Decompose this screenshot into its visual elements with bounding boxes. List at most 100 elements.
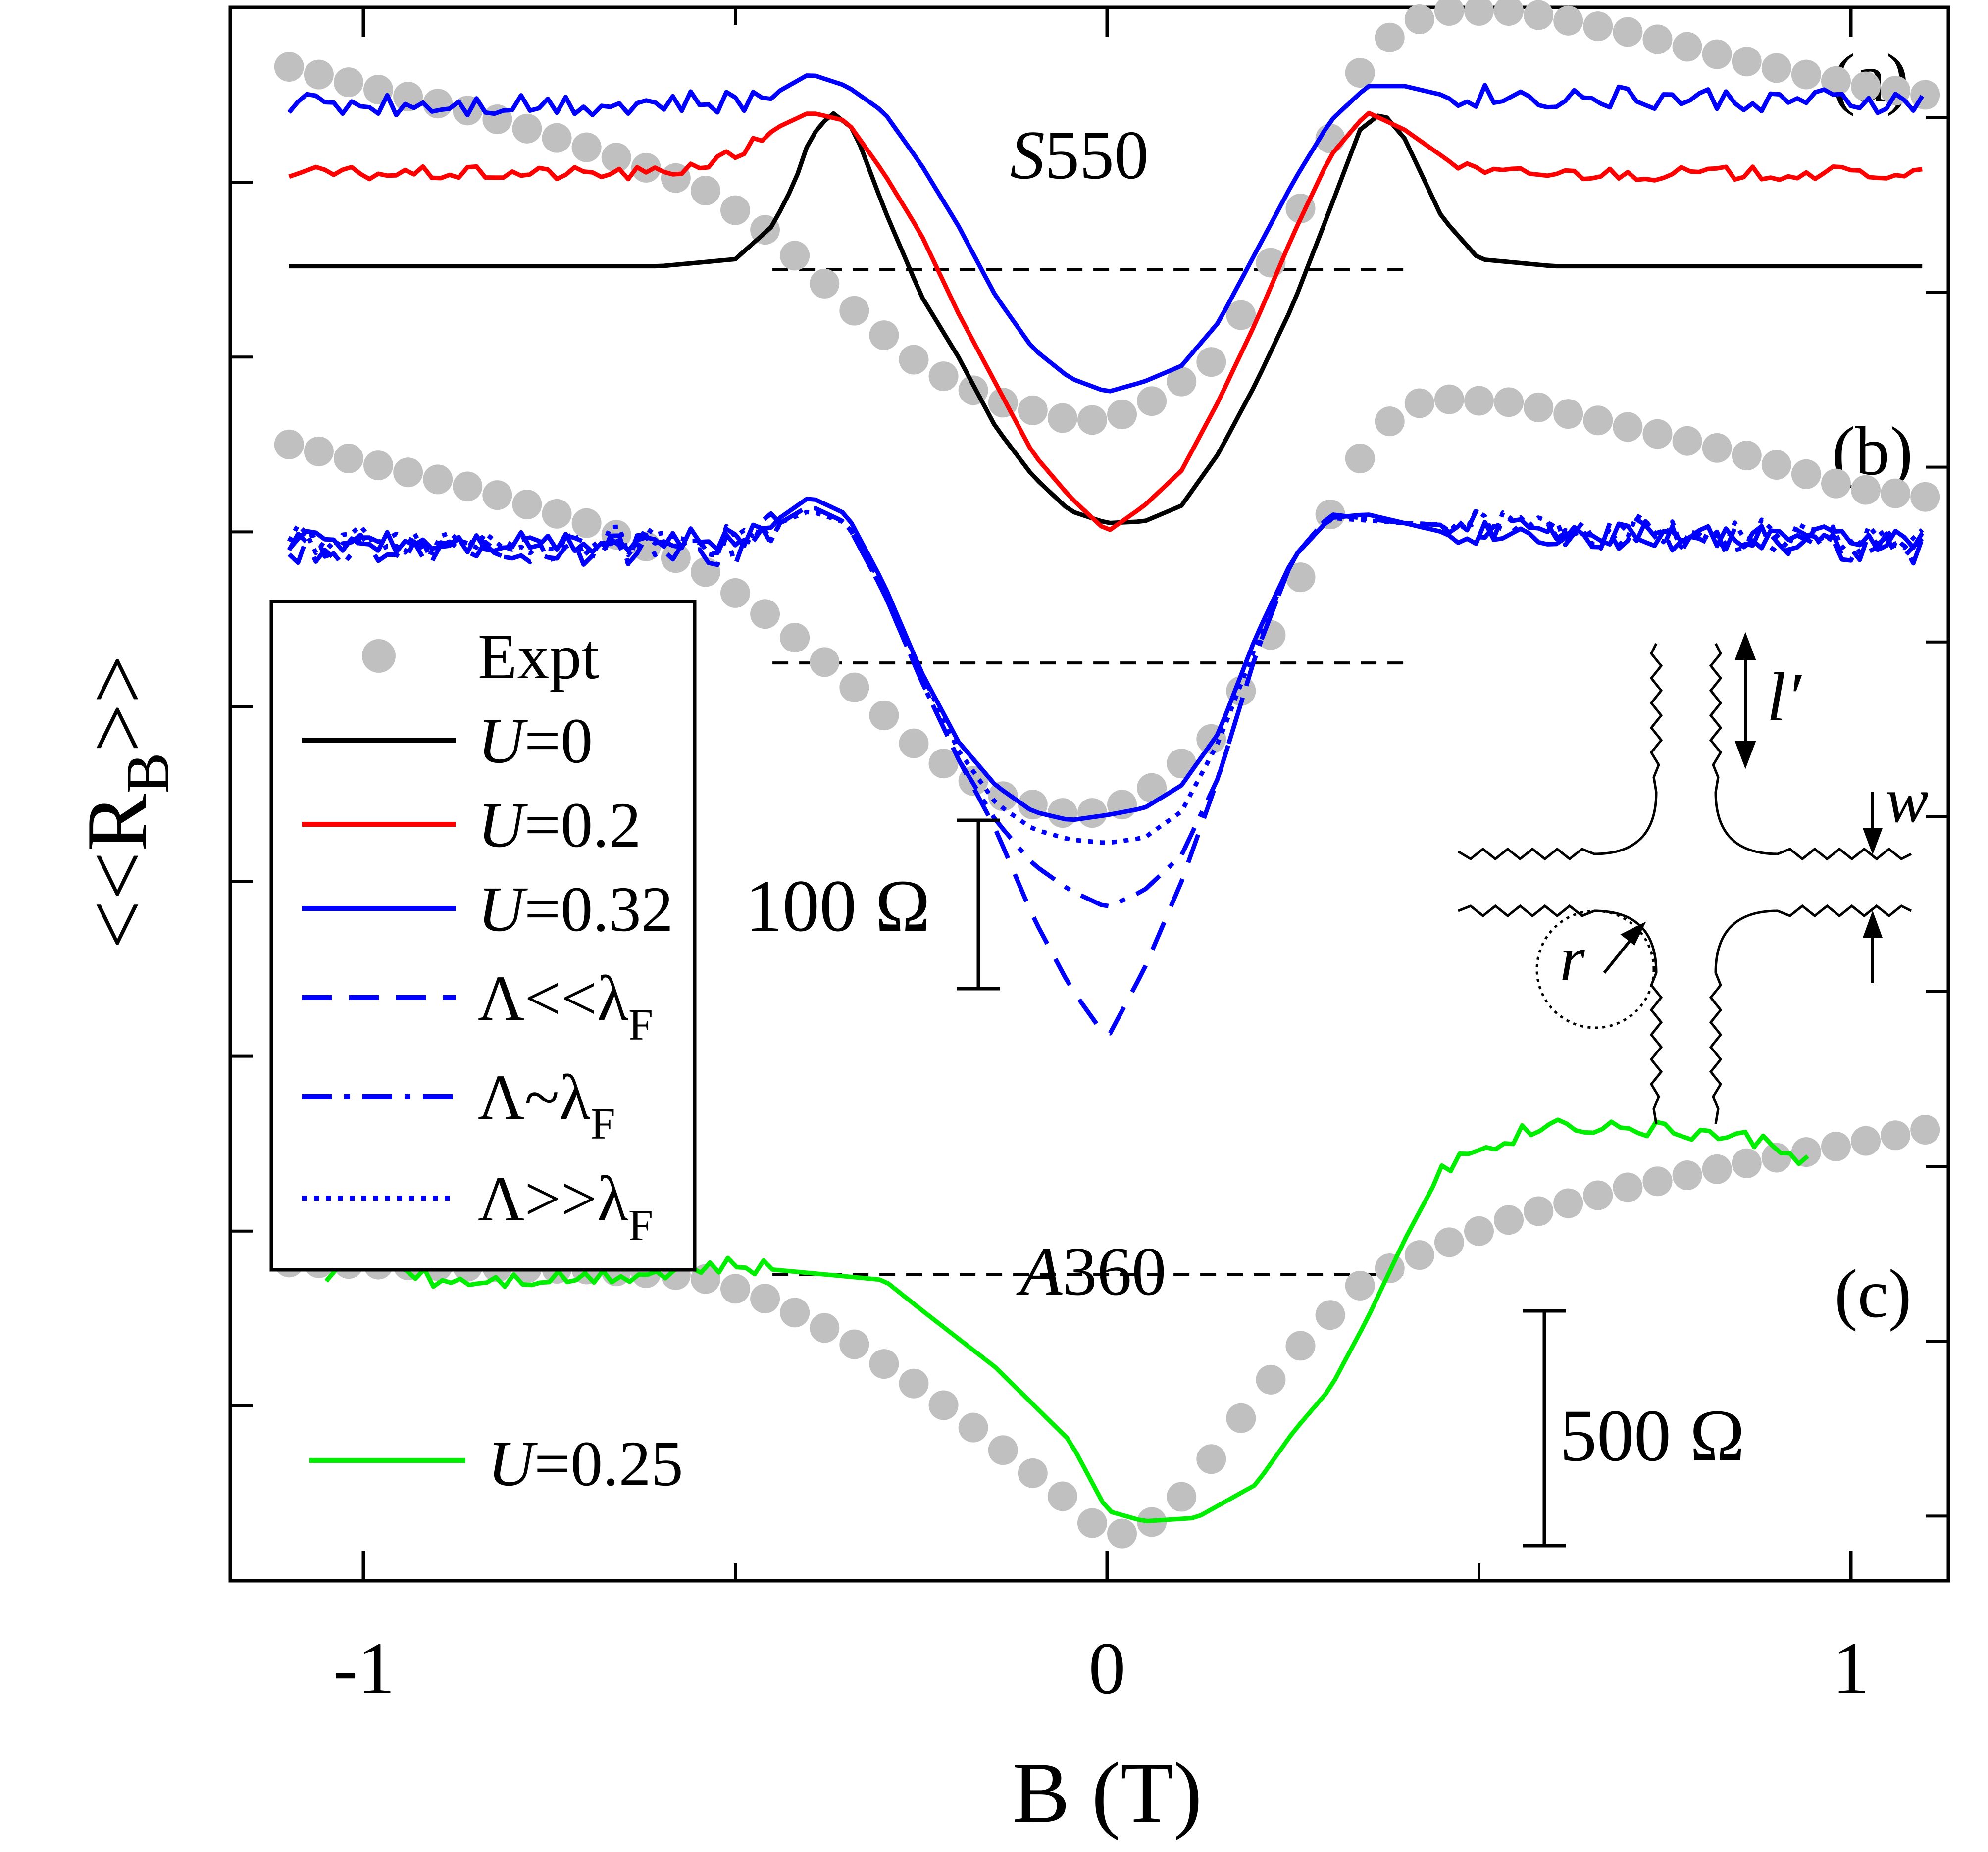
expt-point-b [869,701,899,731]
expt-point-b [720,578,750,608]
expt-point-b [1791,459,1821,489]
expt-point-c [1524,1196,1554,1226]
curve-b-lambda-lt [287,505,1924,1036]
expt-point-b [1137,773,1167,803]
expt-point-b [1404,388,1434,418]
expt-point-b [1910,482,1940,512]
simulation-curves [287,73,1925,1523]
expt-point-a [1583,11,1613,42]
legend-label-lam_sim-sub: F [591,1100,615,1149]
legend-label-lam_gt-main: Λ>>λ [478,1163,628,1235]
y-axis-title-sub: B [114,752,182,794]
expt-point-b [1732,441,1762,471]
expt-point-a [780,241,810,271]
x-axis-title: B (T) [1012,1745,1202,1841]
expt-point-b [1256,620,1286,650]
legend-label-u02-italic: U [478,790,528,861]
expt-point-a [1553,5,1583,36]
expt-point-a [1464,0,1494,26]
expt-point-a [304,59,334,90]
expt-point-c [1613,1172,1643,1202]
expt-point-c [750,1284,780,1314]
expt-point-b [423,464,453,495]
expt-point-b [810,647,840,677]
expt-point-b [1702,433,1732,463]
inset-label-r: r [1560,923,1585,995]
legend-label-lam_lt-main: Λ<<λ [478,963,628,1034]
legend-expt-marker [362,639,396,673]
expt-point-b [1494,387,1524,417]
expt-point-a [631,152,661,183]
panel-label-c: (c) [1835,1255,1911,1332]
expt-point-a [1434,0,1464,26]
expt-markers [274,0,1940,1549]
curve-a-u032 [287,73,1925,394]
legend-c-label-italic: U [488,1428,538,1500]
expt-point-b [1851,475,1881,505]
expt-point-b [1821,468,1851,499]
x-tick-label-neg1: -1 [333,1627,395,1709]
curve-b-u032 [287,497,1925,822]
sample-label-a360-italic: A [1016,1233,1063,1310]
expt-point-c [780,1298,810,1328]
expt-point-a [1137,386,1167,416]
expt-point-a [1375,22,1405,52]
expt-point-c [1761,1143,1791,1173]
x-tick-label-0: 0 [1089,1627,1126,1709]
expt-point-c [1196,1444,1226,1474]
expt-point-b [482,480,512,510]
expt-point-c [1315,1300,1345,1330]
expt-point-b [988,781,1018,811]
expt-point-b [750,599,780,629]
inset-label-w: w [1886,765,1929,836]
expt-point-a [1494,0,1524,26]
expt-point-b [1375,406,1405,437]
expt-point-b [1047,798,1077,828]
inset-wall-top-left [1649,643,1663,793]
curve-a-u02 [288,110,1923,532]
expt-point-c [1226,1403,1256,1433]
inset-lprime-arrowhead-up [1734,632,1756,660]
expt-point-b [839,672,869,702]
sample-label-a360: A360 [1016,1233,1167,1310]
inset-wall-right-bottom [1777,904,1912,918]
expt-point-c [1345,1270,1375,1301]
expt-point-b [1553,399,1583,429]
expt-point-b [1583,405,1613,436]
legend-label-u0-rest: =0 [524,705,593,777]
expt-point-b [1613,412,1643,442]
expt-point-a [1732,47,1762,77]
expt-point-a [1821,66,1851,96]
inset-w-arrowhead-top [1862,828,1883,855]
inset-corner-top-left [1594,792,1658,855]
inset-arrows [1603,632,1883,983]
expt-point-c [1672,1160,1702,1191]
legend-label-u032-rest: =0.32 [524,874,673,945]
expt-point-a [690,176,720,206]
expt-point-a [571,132,602,162]
y-axis-title-close: >> [69,655,165,752]
expt-point-a [839,296,869,326]
expt-point-a [869,320,899,350]
inset-corner-top-right [1714,792,1778,855]
inset-w-arrowhead-bottom [1862,910,1883,938]
expt-point-c [1107,1518,1137,1549]
expt-point-b [1285,562,1316,593]
inset-junction-schematic [1457,643,1912,1124]
legend-label-u02-rest: =0.2 [524,790,641,861]
legend-label-lam_gt-sub: F [628,1201,653,1250]
y-axis-title: <<RB>> [69,655,182,950]
expt-point-c [1732,1148,1762,1178]
expt-point-a [1018,395,1048,425]
inset-wall-left-bottom [1458,904,1595,918]
expt-point-b [1642,419,1673,449]
expt-point-a [423,89,453,119]
expt-point-a [1167,366,1197,397]
expt-point-b [928,749,959,779]
inset-wall-bottom-right [1709,972,1723,1124]
expt-point-c [1553,1188,1583,1218]
inset-wall-left-top [1457,847,1595,861]
expt-point-a [1524,0,1554,30]
expt-point-a [1761,53,1791,83]
